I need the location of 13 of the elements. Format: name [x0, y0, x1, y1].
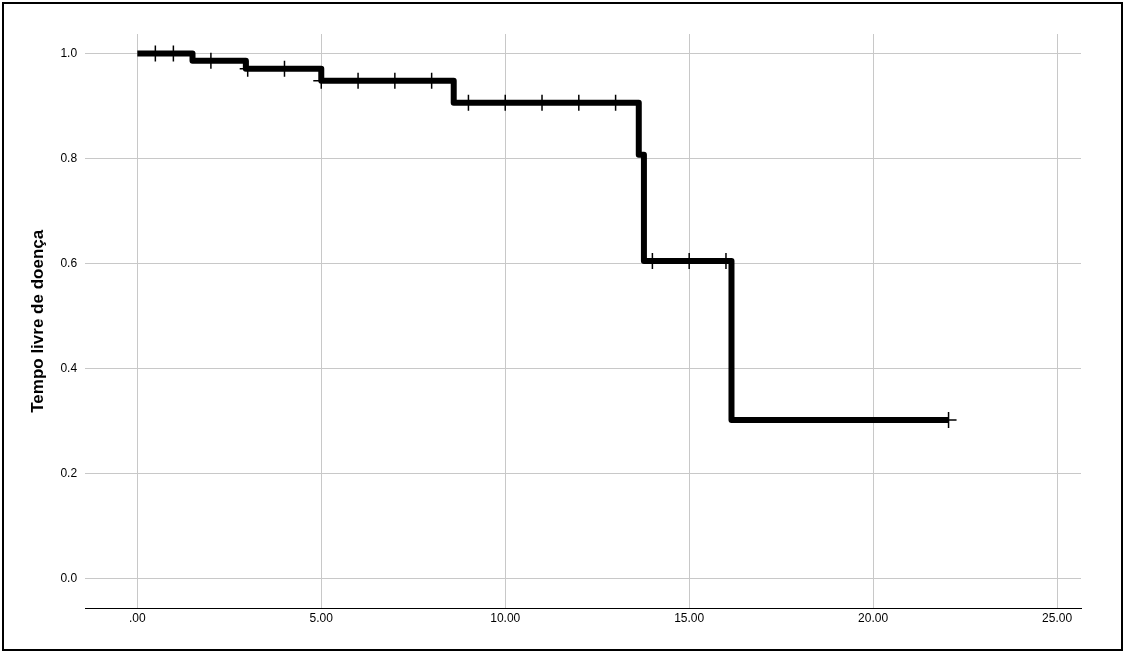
y-tick-label: 0.6: [60, 255, 78, 270]
y-tick-label: 0.4: [60, 360, 78, 375]
x-tick-label: 10.00: [490, 611, 521, 626]
x-tick-label: 15.00: [674, 611, 705, 626]
y-axis-title: Tempo livre de doença: [27, 229, 47, 413]
x-tick-label: .00: [128, 611, 146, 626]
x-tick-label: 5.00: [309, 611, 334, 626]
x-tick-label: 20.00: [858, 611, 889, 626]
y-tick-label: 1.0: [60, 45, 78, 60]
y-tick-label: 0.0: [60, 570, 78, 585]
y-tick-label: 0.8: [60, 150, 78, 165]
x-tick-label: 25.00: [1042, 611, 1073, 626]
y-tick-label: 0.2: [60, 465, 78, 480]
